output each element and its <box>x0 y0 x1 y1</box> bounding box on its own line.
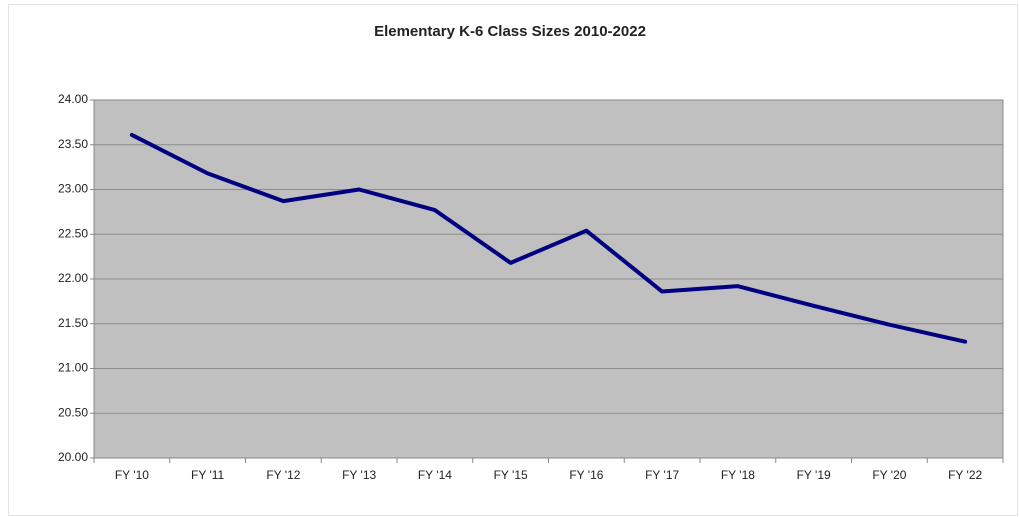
x-tick-label: FY '13 <box>342 468 376 482</box>
y-tick-label: 21.50 <box>58 316 88 330</box>
x-tick-label: FY '10 <box>115 468 149 482</box>
x-tick-label: FY '14 <box>418 468 452 482</box>
y-tick-label: 23.00 <box>58 182 88 196</box>
x-tick-label: FY '18 <box>721 468 755 482</box>
chart-title: Elementary K-6 Class Sizes 2010-2022 <box>374 23 646 40</box>
x-tick-label: FY '15 <box>494 468 528 482</box>
y-tick-label: 20.50 <box>58 405 88 419</box>
x-tick-label: FY '11 <box>191 468 225 482</box>
y-tick-label: 24.00 <box>58 92 88 106</box>
x-tick-label: FY '12 <box>266 468 300 482</box>
y-tick-label: 22.50 <box>58 226 88 240</box>
y-tick-label: 21.00 <box>58 361 88 375</box>
y-tick-label: 20.00 <box>58 450 88 464</box>
x-tick-label: FY '17 <box>645 468 679 482</box>
y-tick-label: 23.50 <box>58 137 88 151</box>
x-tick-label: FY '20 <box>872 468 906 482</box>
y-tick-label: 22.00 <box>58 271 88 285</box>
x-tick-label: FY '16 <box>569 468 603 482</box>
x-tick-label: FY '22 <box>948 468 982 482</box>
x-tick-label: FY '19 <box>797 468 831 482</box>
data-line <box>129 132 968 344</box>
